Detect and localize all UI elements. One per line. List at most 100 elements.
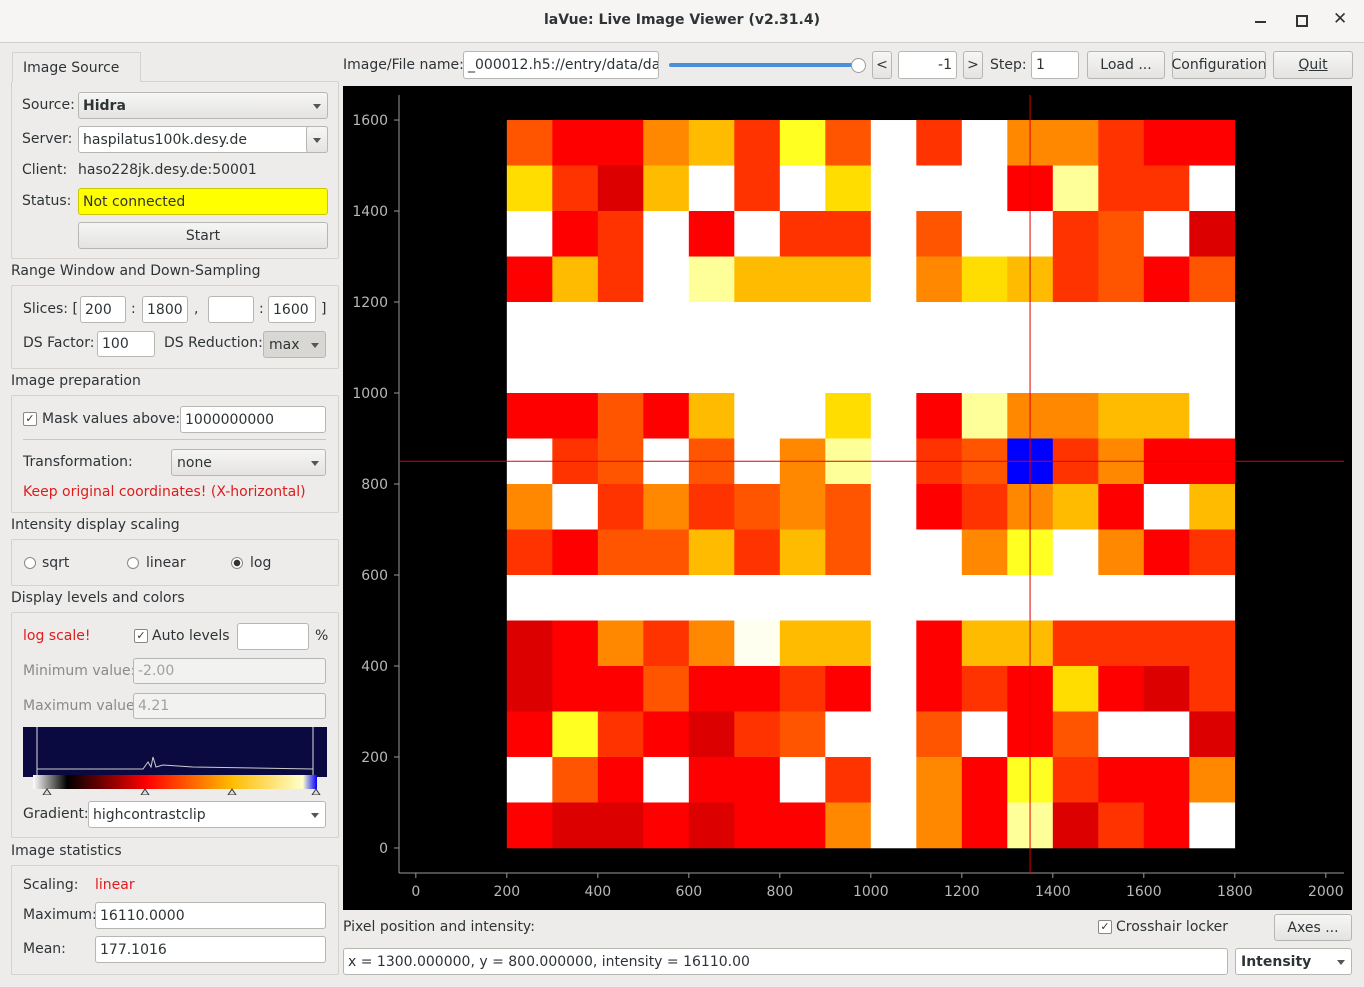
heatmap-cell	[916, 211, 963, 257]
axes-button[interactable]: Axes ...	[1274, 914, 1352, 941]
load-button[interactable]: Load ...	[1087, 51, 1165, 79]
server-dropdown[interactable]	[306, 126, 328, 153]
quit-button[interactable]: Quit	[1273, 51, 1353, 79]
x-tick-label: 1800	[1217, 884, 1253, 900]
heatmap-cell	[688, 802, 735, 849]
heatmap-cell	[870, 165, 917, 212]
ds-factor[interactable]: 100	[97, 331, 155, 357]
heatmap-cell	[961, 393, 1008, 439]
heatmap-cell	[1098, 620, 1145, 667]
heatmap-cell	[870, 665, 917, 712]
heatmap-cell	[825, 120, 872, 166]
heatmap-cell	[961, 802, 1008, 849]
heatmap-cell	[825, 756, 872, 803]
slider[interactable]	[669, 63, 859, 67]
scaling: linear	[95, 877, 135, 893]
slider-handle[interactable]	[851, 58, 866, 73]
radio[interactable]	[231, 557, 243, 569]
ds-reduction[interactable]: max	[263, 331, 326, 358]
checkbox[interactable]: ✓	[23, 412, 37, 426]
heatmap-cell	[825, 165, 872, 212]
heatmap-cell	[1052, 211, 1099, 257]
file-input[interactable]: _000012.h5://entry/data/data	[463, 51, 659, 79]
checkbox[interactable]: ✓	[134, 629, 148, 643]
step-input[interactable]: 1	[1031, 51, 1079, 79]
next-button[interactable]: >	[963, 51, 983, 79]
heatmap-cell	[643, 393, 690, 439]
source-combo[interactable]: Hidra	[78, 92, 328, 119]
heatmap-cell	[506, 302, 553, 348]
x-tick-label: 800	[766, 884, 793, 900]
gradient[interactable]: highcontrastclip	[88, 801, 326, 828]
section-title: Range Window and Down-Sampling	[11, 263, 261, 279]
heatmap-cell	[1052, 665, 1099, 712]
heatmap-cell	[506, 711, 553, 758]
x-tick-label: 0	[411, 884, 420, 900]
auto-input[interactable]	[237, 623, 309, 650]
heatmap-cell	[1189, 347, 1236, 394]
configuration-button[interactable]: Configuration	[1172, 51, 1266, 79]
range-frame	[11, 285, 339, 369]
label: Source:	[22, 97, 75, 113]
heatmap-cell	[1143, 165, 1190, 212]
label: Maximum value:	[23, 698, 140, 714]
heatmap-cell	[643, 665, 690, 712]
heatmap-cell	[597, 802, 644, 849]
radio[interactable]	[127, 557, 139, 569]
heatmap-cell	[597, 211, 644, 257]
heatmap-cell	[1098, 484, 1145, 530]
heatmap-cell	[1052, 620, 1099, 667]
heatmap-cell	[1189, 393, 1236, 439]
slice-input[interactable]	[208, 296, 254, 323]
section-title: Display levels and colors	[11, 590, 185, 606]
server-combo[interactable]: haspilatus100k.desy.de	[78, 126, 328, 153]
transformation[interactable]: none	[171, 449, 326, 476]
x-tick-label: 1600	[1126, 884, 1162, 900]
slice-input[interactable]: 200	[80, 296, 126, 323]
heatmap-cell	[1143, 756, 1190, 803]
close[interactable]: ✕	[1333, 9, 1348, 29]
slice-input[interactable]: 1600	[268, 296, 316, 323]
heatmap-cell	[688, 256, 735, 303]
heatmap-cell	[506, 620, 553, 667]
pixel-info: x = 1300.000000, y = 800.000000, intensi…	[343, 948, 1228, 975]
heatmap-cell	[870, 256, 917, 303]
heatmap-cell	[1143, 256, 1190, 303]
heatmap-cell	[1098, 120, 1145, 166]
radio[interactable]	[24, 557, 36, 569]
heatmap-cell	[779, 529, 826, 576]
heatmap-cell	[916, 529, 963, 576]
value: 1000000000	[185, 411, 275, 428]
tab[interactable]: Image Source	[12, 52, 141, 82]
value: Intensity	[1241, 953, 1312, 970]
prev-button[interactable]: <	[872, 51, 892, 79]
heatmap-cell	[779, 574, 826, 621]
heatmap-cell	[734, 574, 781, 621]
heatmap-cell	[552, 802, 599, 849]
heatmap-cell	[916, 484, 963, 530]
heatmap-cell	[1052, 347, 1099, 394]
separator: ,	[194, 301, 199, 317]
minimize[interactable]	[1255, 21, 1266, 23]
heatmap-cell	[1098, 165, 1145, 212]
checkbox[interactable]: ✓	[1098, 920, 1112, 934]
separator	[23, 439, 326, 440]
heatmap-cell	[779, 211, 826, 257]
heatmap-cell	[552, 529, 599, 576]
slice-input[interactable]: 1800	[142, 296, 188, 323]
maximize[interactable]	[1296, 15, 1308, 27]
heatmap-cell	[870, 120, 917, 166]
value: 1800	[147, 301, 183, 318]
value: -1	[938, 57, 952, 73]
start-button[interactable]: Start	[78, 222, 328, 249]
y-tick-label: 1600	[352, 113, 388, 129]
heatmap-cell	[552, 484, 599, 530]
source-frame	[11, 81, 339, 259]
heatmap-cell	[688, 302, 735, 348]
value: 1	[1036, 57, 1045, 73]
mask-input[interactable]: 1000000000	[180, 406, 326, 433]
frame-input[interactable]: -1	[898, 51, 957, 79]
mode-combo[interactable]: Intensity	[1235, 948, 1352, 975]
x-tick-label: 1400	[1035, 884, 1071, 900]
heatmap-cell	[688, 211, 735, 257]
